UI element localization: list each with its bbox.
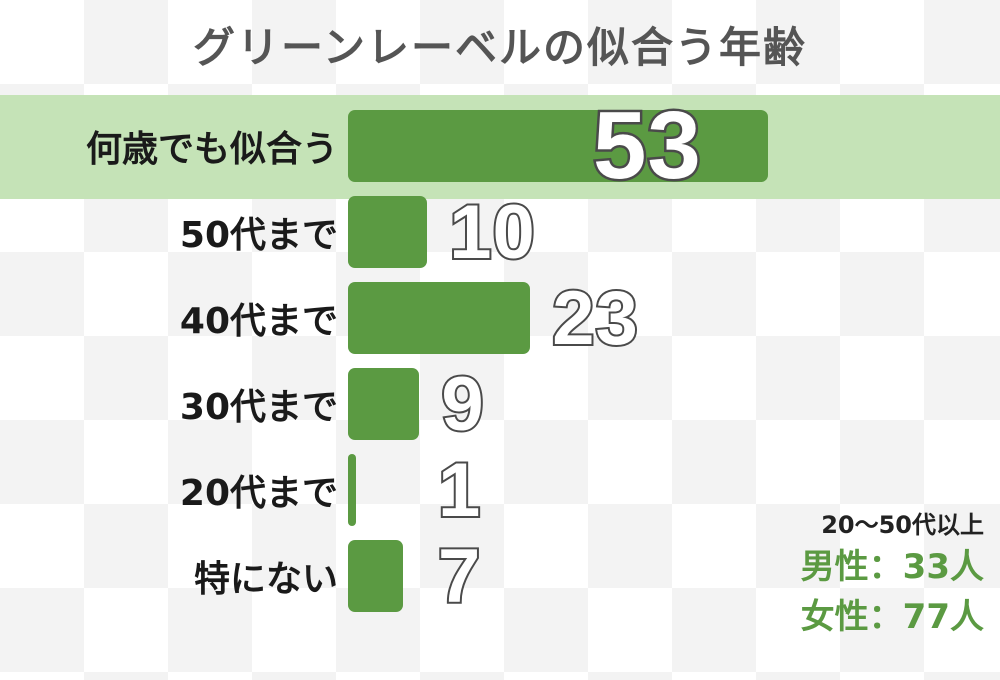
chart-title: グリーンレーベルの似合う年齢 [193, 22, 807, 72]
respondent-note: 20～50代以上 男性：33人 女性：77人 [744, 508, 984, 642]
note-female-count: 女性：77人 [800, 597, 984, 637]
bar [348, 110, 768, 182]
bar [348, 540, 404, 612]
category-label: 30代まで [179, 387, 338, 428]
bar [348, 196, 428, 268]
category-label: 50代まで [179, 215, 338, 256]
value-label: 1 [436, 446, 482, 535]
value-label: 10 [447, 188, 537, 277]
note-age-range: 20～50代以上 [821, 511, 984, 539]
value-label: 9 [439, 360, 485, 449]
category-label: 20代まで [179, 473, 338, 514]
value-label: 7 [436, 532, 482, 621]
bar [348, 282, 531, 354]
note-male-count: 男性：33人 [800, 547, 984, 587]
category-label: 何歳でも似合う [85, 129, 338, 170]
value-label: 23 [550, 274, 640, 363]
category-label: 特にない [193, 559, 338, 600]
bar [348, 368, 420, 440]
bar [348, 454, 356, 526]
category-label: 40代まで [179, 301, 338, 342]
value-label: 53 [591, 90, 704, 202]
